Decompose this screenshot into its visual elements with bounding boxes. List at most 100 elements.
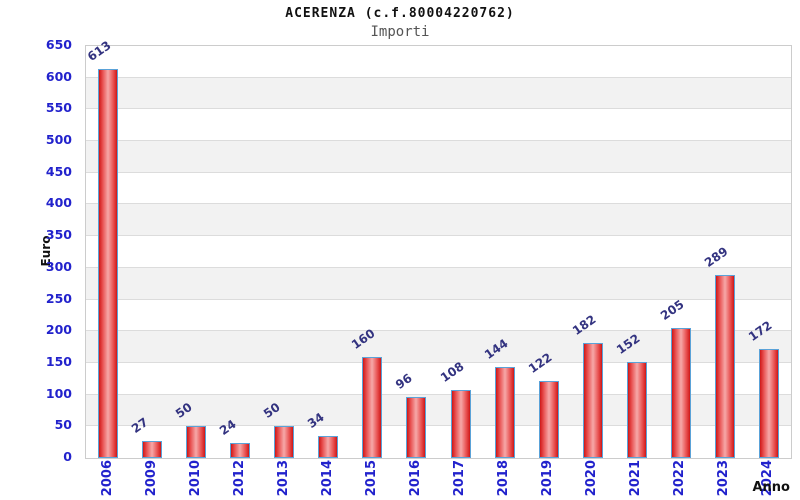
y-tick-label: 150 (45, 353, 72, 369)
value-label: 182 (569, 311, 599, 338)
value-label: 108 (437, 358, 467, 385)
bar-2006 (98, 69, 119, 458)
y-tick-label: 0 (63, 449, 72, 464)
x-tick-cell: 2020 (570, 460, 614, 500)
bar-2012 (230, 442, 251, 458)
x-axis-title: Anno (752, 480, 790, 495)
value-label: 27 (129, 414, 151, 436)
x-tick-cell: 2012 (217, 460, 261, 500)
bar-2018 (494, 366, 515, 458)
y-tick-label: 250 (45, 290, 72, 306)
grid-band (86, 46, 791, 78)
bar-slot-2015: 160 (349, 46, 394, 458)
x-tick-label: 2023 (716, 460, 732, 497)
bar-2023 (714, 274, 735, 458)
bar-2024 (758, 348, 779, 458)
x-tick-cell: 2013 (261, 460, 305, 500)
plot-area: 613 27 50 24 50 34 160 96 108 144 122 182 152 205 289 1… (85, 39, 792, 459)
y-tick-label: 50 (54, 417, 72, 433)
x-tick-label: 2015 (363, 460, 379, 497)
value-label: 205 (657, 297, 687, 324)
gridline (86, 203, 791, 205)
bar-2017 (450, 389, 471, 458)
value-label: 50 (261, 400, 283, 422)
grid-band (86, 77, 791, 110)
x-tick-cell: 2017 (438, 460, 482, 500)
x-tick-cell: 2021 (614, 460, 658, 500)
value-label: 24 (217, 416, 239, 438)
x-tick-label: 2022 (672, 460, 688, 497)
bar-slot-2012: 24 (217, 46, 262, 458)
bar-slot-2009: 27 (129, 46, 174, 458)
value-label: 160 (349, 325, 378, 352)
gridline (86, 235, 791, 237)
value-label: 152 (613, 330, 643, 357)
gridline (86, 140, 791, 142)
y-tick-label: 200 (45, 322, 72, 338)
x-tick-label: 2009 (143, 460, 159, 497)
bar-2019 (538, 380, 559, 458)
bar-2014 (318, 436, 339, 458)
value-label: 34 (305, 410, 328, 432)
grid-band (86, 236, 791, 268)
x-tick-cell: 2019 (526, 460, 570, 500)
y-tick-label: 650 (45, 37, 72, 52)
chart-title: ACERENZA (c.f.80004220762) (285, 6, 515, 21)
bar-slot-2023: 289 (701, 46, 747, 458)
value-label: 289 (701, 243, 731, 270)
value-label: 144 (481, 335, 511, 362)
x-tick-cell: 2016 (393, 460, 437, 500)
bar-slot-2006: 613 (85, 39, 130, 458)
x-tick-label: 2017 (452, 460, 468, 497)
gridline (86, 108, 791, 110)
x-tick-cell: 2014 (305, 460, 349, 500)
value-label: 122 (525, 349, 555, 376)
value-label: 613 (85, 38, 114, 65)
x-tick-label: 2018 (496, 460, 512, 497)
gridline (86, 425, 791, 427)
gridline (86, 266, 791, 268)
y-tick-label: 500 (45, 132, 72, 148)
y-tick-label: 400 (45, 195, 72, 211)
y-tick-label: 100 (45, 385, 72, 401)
x-tick-label: 2006 (99, 460, 115, 497)
bar-2013 (274, 426, 295, 458)
x-tick-label: 2020 (584, 460, 600, 497)
y-tick-label: 600 (45, 68, 72, 84)
bar-2021 (626, 361, 647, 458)
grid-band (86, 172, 791, 205)
chart-subtitle: Importi (370, 24, 430, 40)
gridline (86, 298, 791, 300)
gridline (86, 393, 791, 395)
grid-band (86, 204, 791, 237)
bar-slot-2018: 144 (481, 46, 527, 458)
y-axis: 0 50 100 150 200 250 300 350 400 450 500 550 600 650 (0, 38, 80, 464)
bar-slot-2019: 122 (525, 46, 571, 458)
bar-slot-2014: 34 (305, 46, 350, 458)
gridline (86, 330, 791, 332)
x-axis: 2006 2009 2010 2012 2013 2014 2015 2016 2017 2018… (85, 460, 790, 500)
x-tick-cell: 2018 (482, 460, 526, 500)
gridline (86, 76, 791, 78)
bar-slot-2017: 108 (437, 46, 483, 458)
bar-slot-2016: 96 (393, 46, 438, 458)
x-tick-cell: 2022 (658, 460, 702, 500)
x-tick-cell: 2010 (173, 460, 217, 500)
x-tick-label: 2013 (275, 460, 291, 497)
y-tick-label: 300 (45, 258, 72, 274)
grid-band (86, 299, 791, 332)
x-tick-label: 2021 (628, 460, 644, 497)
bar-series: 613 27 50 24 50 34 160 96 108 144 122 182 152 205 289 1… (85, 39, 791, 458)
y-tick-label: 350 (45, 227, 72, 243)
bar-slot-2021: 152 (613, 46, 659, 458)
bar-slot-2013: 50 (261, 46, 306, 458)
y-tick-label: 450 (45, 163, 72, 179)
value-label: 50 (173, 400, 195, 422)
grid-band (86, 109, 791, 142)
bar-2015 (362, 356, 383, 458)
value-label: 172 (745, 318, 775, 344)
bar-slot-2010: 50 (173, 46, 218, 458)
grid-band (86, 267, 791, 300)
bar-slot-2024: 172 (745, 46, 791, 458)
